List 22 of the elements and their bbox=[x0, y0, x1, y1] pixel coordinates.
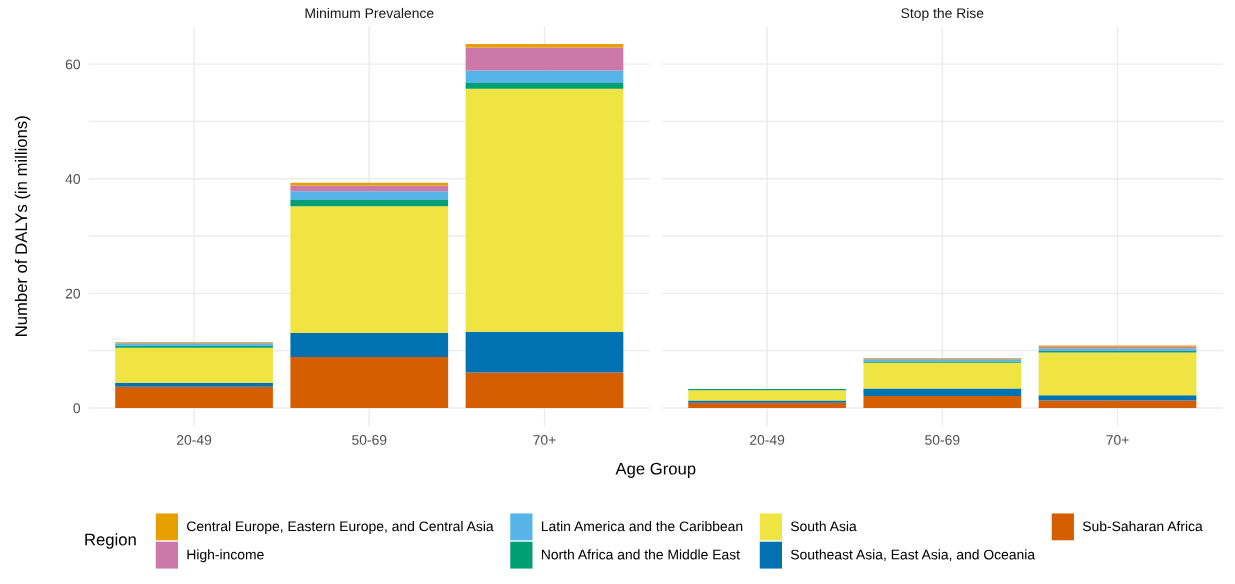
legend-label: North Africa and the Middle East bbox=[541, 549, 740, 560]
legend-label: South Asia bbox=[790, 521, 857, 532]
y-tick-label: 40 bbox=[65, 174, 81, 184]
x-tick-label: 50-69 bbox=[352, 435, 387, 445]
legend-label: Central Europe, Eastern Europe, and Central Asia bbox=[187, 521, 494, 534]
chart-title: Minimum Prevalence bbox=[305, 7, 434, 19]
x-tick-label: 20-49 bbox=[750, 435, 785, 445]
x-tick-label: 50-69 bbox=[925, 435, 960, 445]
y-tick-label: 60 bbox=[65, 59, 81, 70]
legend-label: Southeast Asia, East Asia, and Oceania bbox=[790, 549, 1036, 562]
x-axis-title: Age Group bbox=[615, 462, 696, 478]
x-tick-label: 20-49 bbox=[176, 435, 212, 445]
x-tick-label: 70+ bbox=[533, 435, 556, 445]
chart-title: Stop the Rise bbox=[901, 7, 984, 21]
legend-title: Region bbox=[85, 533, 136, 549]
y-tick-label: 0 bbox=[73, 403, 81, 414]
legend-label: High-income bbox=[187, 549, 264, 563]
legend-label: Sub-Saharan Africa bbox=[1082, 521, 1203, 532]
y-tick-label: 20 bbox=[65, 288, 81, 299]
x-tick-label: 70+ bbox=[1106, 435, 1129, 445]
legend-label: Latin America and the Caribbean bbox=[541, 521, 743, 532]
y-axis-title: Number of DALYs (in millions) bbox=[14, 116, 31, 336]
